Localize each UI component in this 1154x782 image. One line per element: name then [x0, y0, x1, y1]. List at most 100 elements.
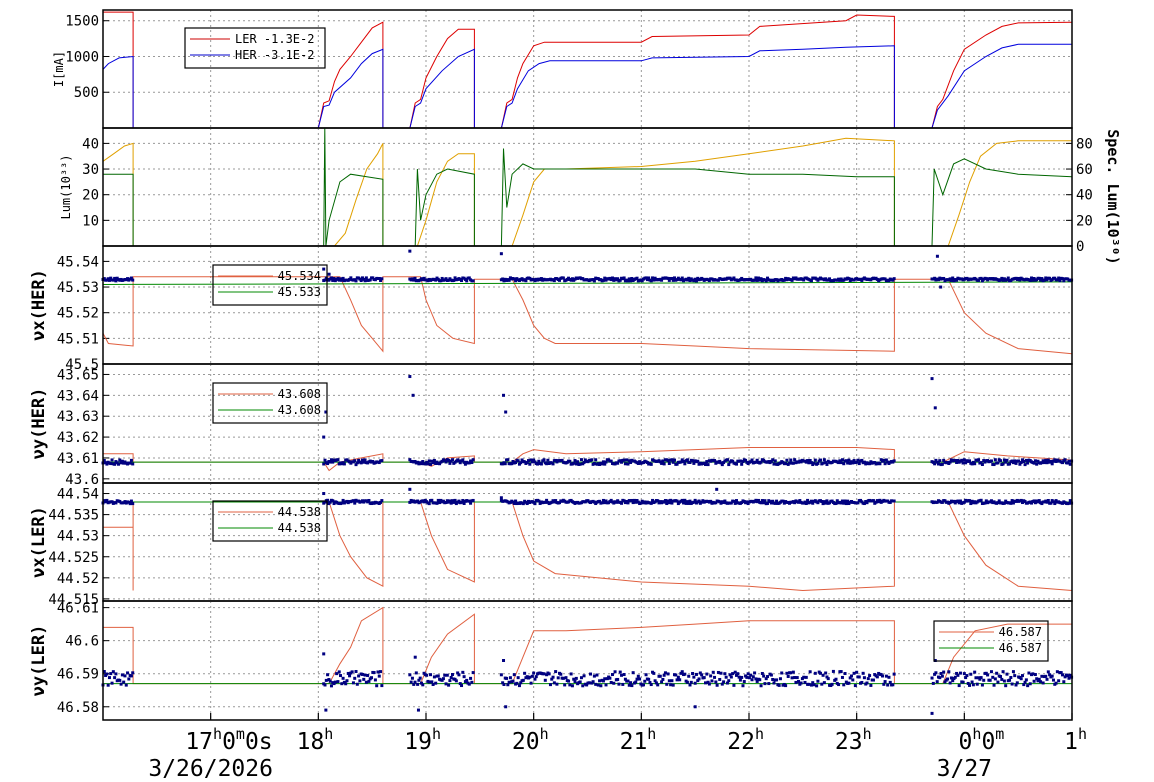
tune-point: [344, 682, 348, 686]
tune-point: [688, 460, 692, 464]
tune-point: [1005, 672, 1009, 676]
tune-point: [129, 458, 133, 462]
tune-point: [948, 460, 952, 464]
tune-point: [939, 671, 943, 675]
tune-point: [685, 500, 689, 504]
tune-point: [844, 502, 848, 506]
tune-point: [1023, 463, 1027, 467]
tune-point: [126, 277, 130, 281]
panel-current: 500 1000 1500 I[mA] LER -1.3E-2 HER -3.1E-2: [52, 9, 1073, 129]
tune-point: [592, 461, 596, 465]
y-tick-label: 46.61: [57, 601, 99, 617]
tune-point: [449, 675, 453, 679]
tune-point: [587, 681, 591, 685]
tune-point: [501, 681, 505, 685]
tune-point: [821, 673, 825, 677]
tune-point: [1013, 459, 1017, 463]
tune-point: [1068, 462, 1072, 466]
tune-point: [429, 462, 433, 466]
tune-point: [949, 676, 953, 680]
tune-point: [979, 498, 983, 502]
tune-point: [769, 459, 773, 463]
tune-point: [363, 458, 367, 462]
tune-point: [772, 681, 776, 685]
tune-point: [592, 674, 596, 678]
tune-point: [545, 462, 549, 466]
x-tick-label: 17h0m0s: [185, 725, 272, 755]
tune-point: [644, 673, 648, 677]
tune-point: [412, 278, 416, 282]
tune-point: [969, 502, 973, 506]
tune-point: [364, 680, 368, 684]
x-tick-label: 20h: [512, 725, 549, 755]
tune-point: [653, 276, 657, 280]
panel-nuy_her: 43.6 43.61 43.62 43.63 43.64 43.65 νy(HER) 43.6…: [29, 363, 1074, 488]
tune-point: [852, 671, 856, 675]
tune-point: [380, 499, 384, 503]
date-label: 3/26/2026: [148, 756, 273, 782]
tune-point: [727, 679, 731, 683]
tune-point: [331, 499, 335, 503]
tune-point: [510, 462, 514, 466]
tune-point: [728, 276, 732, 280]
tune-point: [505, 676, 509, 680]
tune-point: [852, 459, 856, 463]
tune-point: [848, 461, 852, 465]
tune-point: [582, 674, 586, 678]
tune-point: [373, 678, 377, 682]
tune-point: [871, 499, 875, 503]
tune-point: [331, 460, 335, 464]
tune-point: [861, 671, 865, 675]
tune-point: [875, 675, 879, 679]
tune-point: [750, 458, 754, 462]
tune-point: [354, 463, 358, 467]
tune-point: [687, 674, 691, 678]
tune-point: [416, 460, 420, 464]
tune-point: [376, 670, 380, 674]
tune-point: [1022, 459, 1026, 463]
tune-point: [113, 676, 117, 680]
tune-point: [471, 498, 475, 502]
tune-point: [499, 252, 503, 256]
tune-point: [716, 670, 720, 674]
tune-point: [601, 460, 605, 464]
tune-point: [811, 681, 815, 685]
tune-point: [626, 462, 630, 466]
tune-point: [1011, 670, 1015, 674]
tune-point: [128, 461, 132, 465]
tune-point: [1057, 679, 1061, 683]
tune-point: [868, 674, 872, 678]
tune-point: [613, 670, 617, 674]
tune-point: [380, 684, 384, 688]
tune-point: [671, 460, 675, 464]
tune-point: [511, 679, 515, 683]
tune-point: [323, 458, 327, 462]
tune-point: [940, 500, 944, 504]
tune-point: [798, 499, 802, 503]
tune-point: [534, 675, 538, 679]
tune-point: [1054, 499, 1058, 503]
tune-point: [1030, 501, 1034, 505]
tune-point: [849, 674, 853, 678]
tune-point: [662, 462, 666, 466]
tune-point: [968, 499, 972, 503]
tune-point: [129, 499, 133, 503]
tune-point: [582, 460, 586, 464]
tune-point: [866, 677, 870, 681]
tune-point: [599, 684, 603, 688]
tune-point: [701, 499, 705, 503]
tune-point: [360, 672, 364, 676]
tune-point: [1002, 501, 1006, 505]
tune-point: [332, 277, 336, 281]
tune-point: [736, 672, 740, 676]
tune-point: [413, 655, 417, 659]
tune-point: [716, 278, 720, 282]
tune-point: [1010, 499, 1014, 503]
tune-point: [771, 499, 775, 503]
tune-point: [878, 498, 882, 502]
tune-point: [426, 462, 430, 466]
tune-point: [1022, 683, 1026, 687]
y-tick-label: 46.59: [57, 667, 99, 683]
tune-point: [691, 672, 695, 676]
tune-point: [457, 459, 461, 463]
